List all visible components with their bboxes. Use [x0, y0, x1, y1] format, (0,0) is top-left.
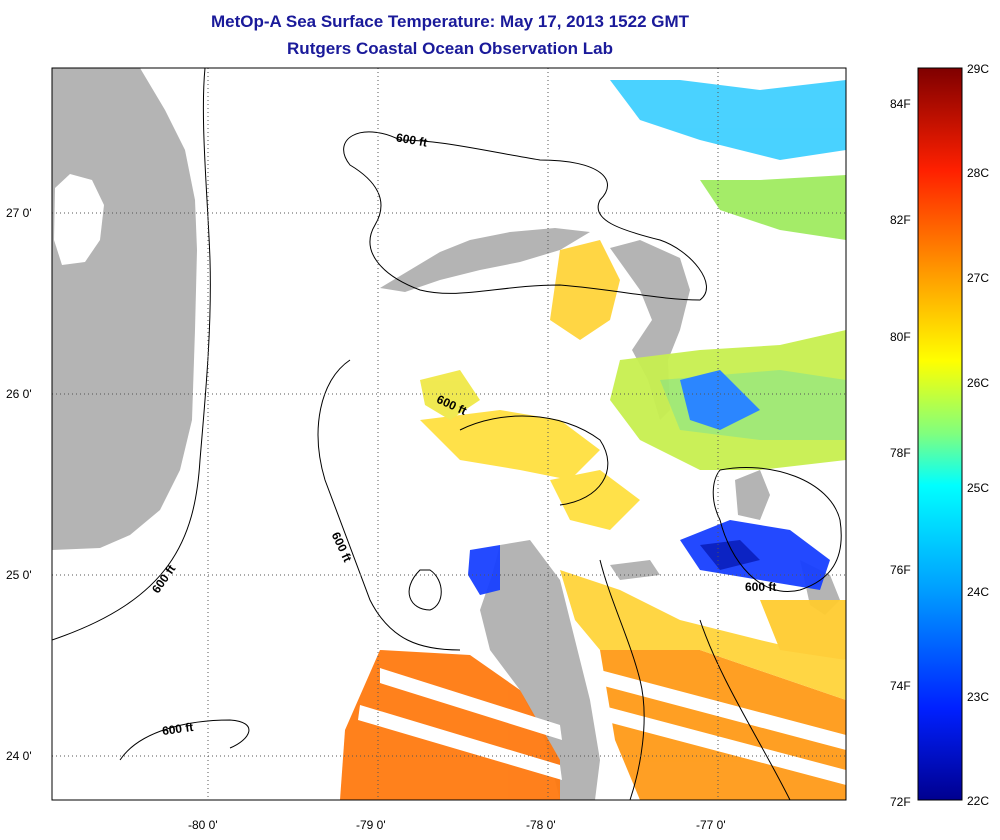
swath-gaps — [358, 668, 846, 785]
colorbar-celsius-tick: 26C — [967, 376, 990, 390]
colorbar-fahrenheit-tick: 82F — [890, 213, 911, 227]
map-frame — [51, 67, 847, 801]
lat-tick-label: 24 0' — [6, 749, 32, 763]
colorbar-fahrenheit-tick: 72F — [890, 795, 911, 809]
depth-contours — [52, 68, 842, 800]
lat-tick-label: 26 0' — [6, 387, 32, 401]
colorbar-fahrenheit-tick: 74F — [890, 679, 911, 693]
lon-tick-label: -80 0' — [188, 818, 218, 832]
colorbar-fahrenheit-tick: 76F — [890, 563, 911, 577]
colorbar-fahrenheit-tick: 84F — [890, 97, 911, 111]
eleuthera-land — [735, 470, 770, 520]
lake-okeechobee — [54, 174, 104, 265]
lon-tick-label: -79 0' — [356, 818, 386, 832]
map-title: MetOp-A Sea Surface Temperature: May 17,… — [210, 12, 690, 31]
andros-land — [480, 540, 600, 800]
lon-tick-label: -78 0' — [526, 818, 556, 832]
contour-label: 600 ft — [745, 580, 777, 594]
abaco-land — [610, 240, 690, 420]
grand-bahama-land — [380, 228, 590, 292]
graticule — [52, 68, 846, 800]
lat-tick-label: 25 0' — [6, 568, 32, 582]
colorbar-celsius-tick: 25C — [967, 481, 990, 495]
colorbar-celsius-tick: 28C — [967, 166, 990, 180]
map-subtitle: Rutgers Coastal Ocean Observation Lab — [287, 39, 613, 58]
lon-tick-label: -77 0' — [696, 818, 726, 832]
new-providence-land — [610, 560, 660, 580]
colorbar-fahrenheit-tick: 78F — [890, 446, 911, 460]
colorbar-celsius-tick: 24C — [967, 585, 990, 599]
florida-land — [52, 68, 197, 550]
colorbar-celsius-tick: 22C — [967, 794, 990, 808]
colorbar-celsius-tick: 27C — [967, 271, 990, 285]
colorbar-celsius-tick: 23C — [967, 690, 990, 704]
colorbar — [917, 67, 963, 801]
colorbar-celsius-tick: 29C — [967, 62, 990, 76]
colorbar-fahrenheit-tick: 80F — [890, 330, 911, 344]
lat-tick-label: 27 0' — [6, 206, 32, 220]
